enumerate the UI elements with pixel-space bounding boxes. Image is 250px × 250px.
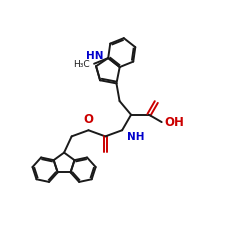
- Text: O: O: [84, 113, 94, 126]
- Text: HN: HN: [86, 51, 104, 61]
- Text: OH: OH: [165, 116, 184, 128]
- Text: H₃C: H₃C: [73, 60, 90, 70]
- Text: NH: NH: [126, 132, 144, 142]
